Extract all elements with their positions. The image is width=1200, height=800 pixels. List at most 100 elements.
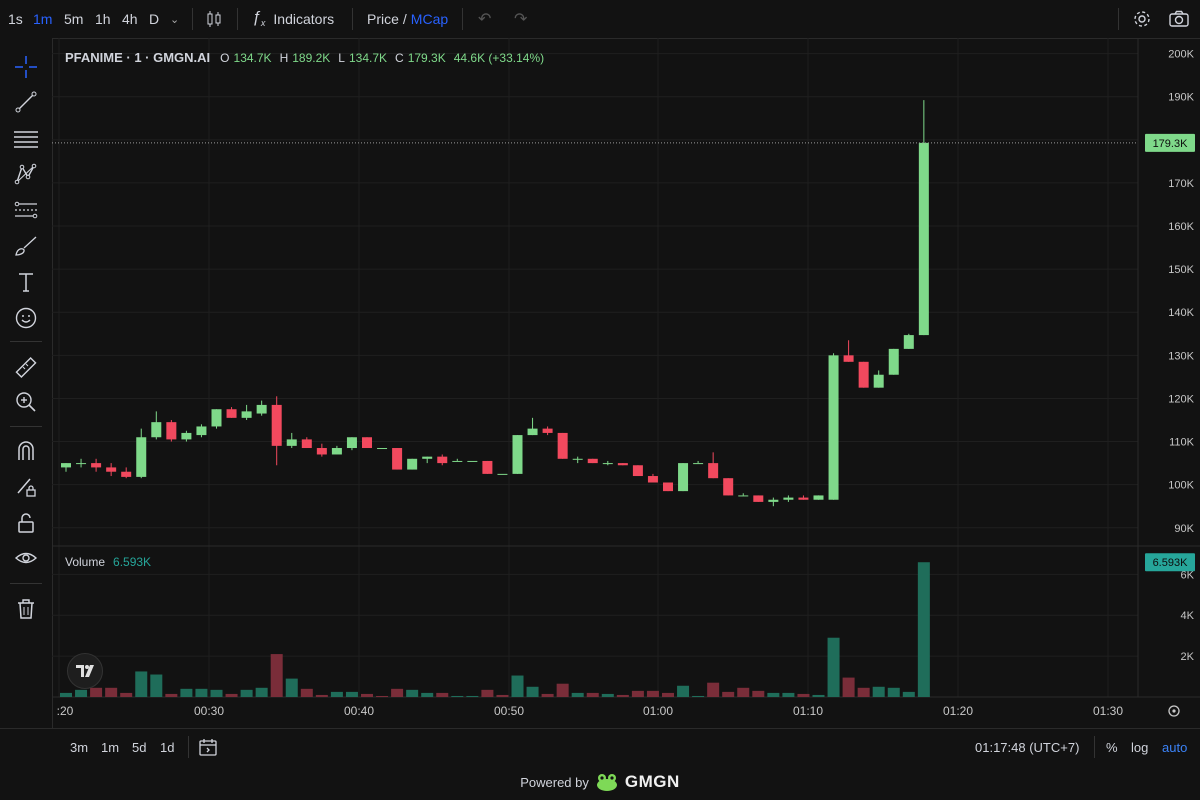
candle-body	[422, 456, 433, 459]
magnet-icon[interactable]	[12, 437, 40, 465]
volume-bar	[842, 677, 855, 697]
candle-body	[106, 467, 117, 472]
price-axis-label: 170K	[1168, 178, 1194, 190]
date-range-icon[interactable]	[198, 729, 218, 765]
volume-bar	[225, 693, 238, 697]
camera-icon[interactable]	[1168, 0, 1190, 38]
chart-area[interactable]: 200K190K180K170K160K150K140K130K120K110K…	[52, 38, 1200, 728]
unlock-icon[interactable]	[12, 509, 40, 537]
chevron-down-icon[interactable]: ⌄	[170, 13, 180, 26]
toolbar-divider	[10, 583, 42, 584]
interval-d[interactable]: D	[149, 11, 160, 27]
interval-1s[interactable]: 1s	[8, 11, 23, 27]
volume-bar	[466, 695, 479, 697]
gmgn-brand[interactable]: GMGN	[624, 772, 680, 791]
brush-icon[interactable]	[12, 232, 40, 260]
clock-timezone[interactable]: 01:17:48 (UTC+7)	[975, 739, 1080, 755]
volume-bar	[451, 695, 464, 697]
redo-icon[interactable]: ↷	[514, 11, 528, 28]
undo-icon[interactable]: ↶	[478, 11, 492, 28]
ruler-icon[interactable]	[12, 353, 40, 381]
candle-body	[527, 428, 538, 436]
candle-type-icon[interactable]	[204, 0, 224, 38]
last-price-tag	[1145, 133, 1195, 152]
range-3m[interactable]: 3m	[70, 739, 89, 755]
auto-toggle[interactable]: auto	[1162, 739, 1188, 755]
price-mcap-toggle[interactable]: Price / MCap	[367, 0, 448, 38]
zoom-in-icon[interactable]	[12, 388, 40, 416]
price-label[interactable]: Price	[367, 11, 399, 27]
crosshair-icon[interactable]	[12, 53, 40, 81]
time-axis-label: 01:00	[643, 704, 673, 718]
time-axis-label: 00:40	[344, 704, 374, 718]
candle-body	[678, 463, 689, 492]
volume-bar	[872, 686, 885, 697]
volume-bar	[330, 691, 343, 697]
volume-bar	[857, 687, 870, 697]
trash-icon[interactable]	[12, 595, 40, 623]
time-axis-label: :20	[57, 704, 74, 718]
candle-body	[301, 439, 312, 449]
toolbar-divider	[192, 8, 193, 30]
symbol-label[interactable]: PFANIME · 1 · GMGN.AI	[65, 50, 211, 65]
interval-1h[interactable]: 1h	[95, 11, 111, 27]
function-icon: ƒx	[252, 9, 266, 29]
toolbar-divider	[188, 736, 189, 758]
log-toggle[interactable]: log	[1131, 739, 1149, 755]
candlestick-chart[interactable]: 200K190K180K170K160K150K140K130K120K110K…	[52, 38, 1200, 728]
volume-bar	[135, 671, 148, 697]
volume-bar	[300, 688, 313, 697]
open-value: 134.7K	[233, 50, 272, 65]
volume-bar	[511, 675, 524, 697]
fib-retracement-icon[interactable]	[12, 196, 40, 224]
settings-gear-icon[interactable]	[1132, 0, 1152, 38]
time-axis-settings-icon-center	[1172, 709, 1176, 713]
volume-bar	[797, 693, 810, 697]
volume-bar	[285, 678, 298, 697]
tradingview-logo-icon[interactable]	[67, 653, 103, 689]
range-5d[interactable]: 5d	[132, 739, 147, 755]
toolbar-divider	[352, 8, 353, 30]
emoji-icon[interactable]	[12, 304, 40, 332]
volume-bar	[345, 691, 358, 697]
time-axis-settings-icon[interactable]	[1168, 705, 1180, 717]
volume-bar	[165, 693, 178, 697]
text-tool-icon[interactable]	[12, 268, 40, 296]
volume-bar	[827, 637, 840, 697]
range-1m[interactable]: 1m	[101, 739, 120, 755]
candle-body	[888, 348, 899, 375]
volume-bar	[571, 692, 584, 697]
close-key: C	[395, 50, 404, 65]
toolbar-divider	[1118, 8, 1119, 30]
candle-body	[813, 495, 824, 500]
range-1d[interactable]: 1d	[160, 739, 175, 755]
volume-bar	[692, 695, 705, 697]
candle-body	[873, 374, 884, 388]
percent-toggle[interactable]: %	[1106, 739, 1118, 755]
candle-body	[346, 437, 357, 449]
volume-bar	[887, 687, 900, 697]
volume-bar	[496, 694, 509, 697]
volume-bar	[902, 691, 915, 697]
volume-bar	[662, 692, 674, 697]
trend-line-icon[interactable]	[12, 88, 40, 116]
interval-1m[interactable]: 1m	[33, 11, 53, 27]
candle-body	[723, 478, 734, 496]
eye-icon[interactable]	[12, 544, 40, 572]
candle-body	[587, 458, 598, 464]
indicators-button[interactable]: ƒx Indicators	[252, 0, 334, 38]
interval-4h[interactable]: 4h	[122, 11, 138, 27]
volume-bar	[195, 688, 208, 697]
mcap-label[interactable]: MCap	[410, 11, 449, 27]
interval-5m[interactable]: 5m	[64, 11, 84, 27]
lock-drawing-icon[interactable]	[12, 473, 40, 501]
candle-body	[768, 499, 779, 502]
candle-body	[647, 476, 658, 483]
volume-bar	[631, 690, 644, 697]
pattern-icon[interactable]	[12, 160, 40, 188]
volume-bar	[270, 654, 283, 697]
horizontal-lines-icon[interactable]	[12, 124, 40, 152]
volume-bar	[436, 692, 449, 697]
volume-axis-label: 2K	[1181, 651, 1195, 663]
high-value: 189.2K	[292, 50, 331, 65]
